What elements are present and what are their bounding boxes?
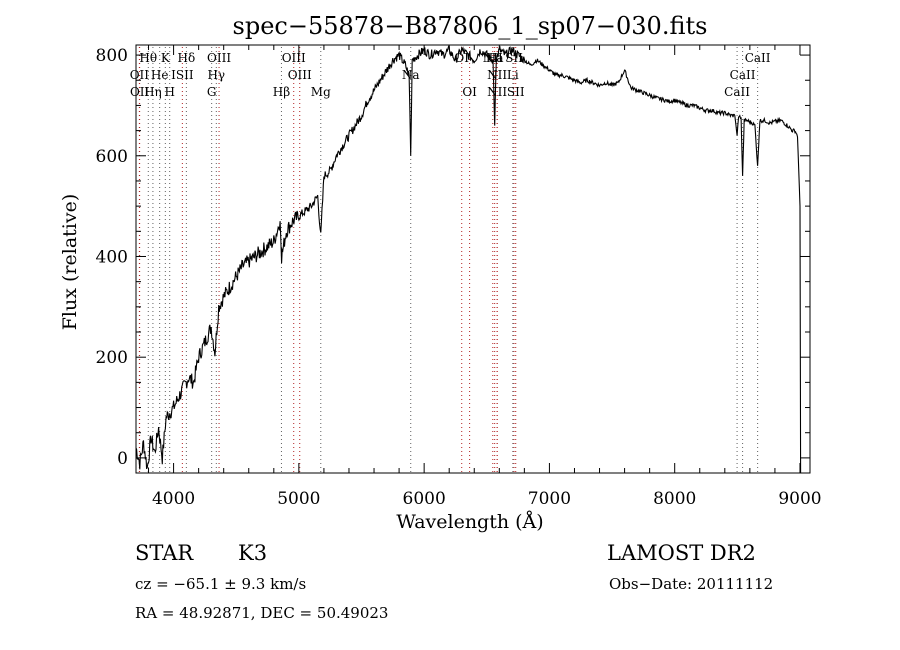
line-label: OIII [207,51,231,65]
y-axis-label: Flux (relative) [59,194,81,331]
line-label: CaII [730,68,756,82]
y-tick-label: 0 [117,449,128,469]
line-label: NII [487,85,507,99]
line-label: CaII [724,85,750,99]
survey-name: LAMOST DR2 [607,541,756,565]
spectrum-line [135,45,802,474]
line-label: OI [462,85,477,99]
line-label: OII [130,85,150,99]
redshift-cz: cz = −65.1 ± 9.3 km/s [135,575,307,593]
line-label: Hγ [207,68,225,82]
line-label: OII [130,68,150,82]
x-axis: 4000 5000 6000 7000 8000 9000 [148,45,822,509]
x-tick-label: 7000 [528,489,571,509]
y-tick-label: 400 [96,247,128,267]
line-label: He [151,68,169,82]
line-label: Li [507,68,519,82]
object-subclass: K3 [238,541,268,565]
x-tick-label: 8000 [653,489,696,509]
object-class: STAR [135,541,194,565]
line-label: K [161,51,171,65]
x-axis-label: Wavelength (Å) [396,511,543,533]
x-tick-label: 6000 [403,489,446,509]
coordinates: RA = 48.92871, DEC = 50.49023 [135,604,389,622]
chart-title: spec−55878−B87806_1_sp07−030.fits [233,12,708,40]
line-label: ISII [171,68,194,82]
line-label: Mg [311,85,331,99]
line-label: SII [507,85,525,99]
line-label: OIII [282,51,306,65]
x-tick-label: 4000 [152,489,195,509]
x-tick-label: 9000 [778,489,821,509]
line-label: Hθ [139,51,157,65]
line-label: Hδ [178,51,196,65]
line-label: Hη [144,85,162,99]
plot-frame [135,44,811,474]
y-tick-label: 800 [96,46,128,66]
line-label: G [207,85,217,99]
line-label: NII [487,68,507,82]
y-tick-label: 600 [96,147,128,167]
line-label: Hβ [273,85,290,99]
y-tick-label: 200 [96,348,128,368]
y-axis: 0 200 400 600 800 [96,46,810,469]
x-tick-label: 5000 [277,489,320,509]
observation-date: Obs−Date: 20111112 [609,575,774,593]
line-label: Na [402,68,420,82]
line-markers [138,47,759,473]
line-label: OIII [288,68,312,82]
line-label: CaII [745,51,771,65]
line-label: H [164,85,174,99]
